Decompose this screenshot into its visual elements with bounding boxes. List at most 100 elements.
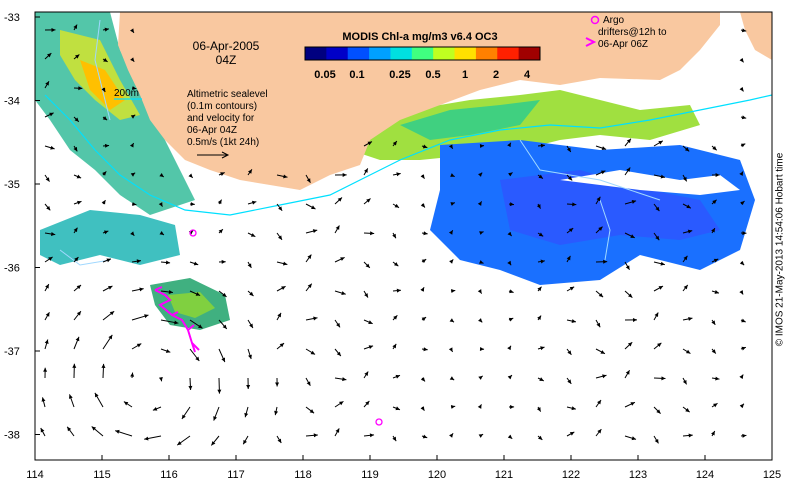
colorbar-segment [411, 47, 434, 60]
velocity-arrow [711, 319, 716, 326]
velocity-arrow [160, 348, 171, 353]
velocity-arrow [450, 202, 456, 206]
velocity-arrow [363, 141, 373, 147]
velocity-arrow [740, 346, 747, 351]
velocity-arrow [44, 145, 55, 150]
velocity-arrow [739, 260, 745, 266]
velocity-arrow [247, 200, 257, 205]
velocity-arrow [305, 348, 316, 355]
velocity-arrow [363, 231, 375, 236]
velocity-arrow [450, 404, 456, 409]
velocity-arrow [334, 290, 346, 295]
velocity-arrow [73, 336, 80, 350]
velocity-arrow [276, 203, 283, 212]
velocity-arrow [102, 258, 112, 263]
velocity-arrow [363, 290, 369, 298]
velocity-arrow [739, 87, 744, 92]
argo-float-marker [375, 418, 383, 426]
colorbar-segment [326, 47, 349, 60]
velocity-arrow [536, 203, 542, 209]
velocity-arrow [653, 285, 664, 292]
velocity-arrow [101, 199, 106, 205]
velocity-arrow [305, 174, 311, 184]
velocity-arrow [94, 392, 104, 408]
velocity-arrow [73, 54, 80, 60]
velocity-arrow [41, 397, 46, 408]
velocity-arrow [537, 174, 544, 179]
velocity-arrows [40, 24, 747, 446]
velocity-arrow [158, 377, 163, 382]
velocity-arrow [363, 319, 373, 325]
velocity-arrow [537, 315, 542, 321]
velocity-arrow [247, 319, 254, 329]
velocity-arrow [102, 310, 115, 321]
velocity-arrow [101, 87, 106, 93]
velocity-arrow [334, 319, 341, 328]
colorbar-tick-label: 2 [493, 69, 499, 81]
velocity-arrow [392, 314, 398, 321]
velocity-arrow [160, 290, 174, 294]
velocity-arrow [73, 116, 80, 123]
velocity-arrow [247, 290, 254, 297]
velocity-arrow [73, 174, 82, 179]
velocity-arrow [566, 174, 573, 181]
velocity-arrow [130, 57, 135, 63]
y-tick-label: -36 [4, 263, 20, 275]
velocity-arrow [392, 435, 397, 442]
argo-legend-line-3: 06-Apr 06Z [598, 39, 648, 50]
velocity-arrow [43, 367, 48, 379]
velocity-arrow [276, 174, 288, 179]
velocity-arrow [682, 406, 690, 413]
velocity-arrow [682, 255, 688, 263]
velocity-arrow [537, 259, 545, 264]
velocity-arrow [363, 400, 370, 408]
velocity-arrow [739, 403, 745, 409]
velocity-arrow [334, 348, 342, 357]
velocity-arrow [392, 172, 401, 177]
colorbar-segment [497, 47, 520, 60]
velocity-arrow [131, 343, 142, 350]
y-tick-label: -38 [4, 430, 20, 442]
velocity-arrow [740, 200, 745, 206]
velocity-arrow [392, 203, 400, 209]
velocity-arrow [123, 401, 133, 408]
velocity-arrow [566, 348, 572, 356]
velocity-arrow [218, 348, 226, 363]
velocity-arrow [421, 144, 428, 149]
velocity-arrow [653, 342, 662, 350]
velocity-arrow [73, 24, 78, 31]
velocity-arrow [102, 143, 110, 148]
colorbar [304, 46, 541, 61]
contour-label: 200m [114, 88, 139, 99]
velocity-arrow [450, 173, 455, 178]
velocity-arrow [276, 232, 283, 241]
velocity-arrow [624, 232, 635, 239]
velocity-arrow [159, 173, 165, 178]
velocity-arrow [101, 363, 106, 379]
velocity-arrow [682, 284, 689, 292]
velocity-arrow [711, 145, 717, 151]
velocity-arrow [653, 376, 666, 381]
argo-track-ticks [154, 286, 200, 351]
velocity-arrow [479, 260, 484, 264]
colorbar-tick-label: 4 [524, 69, 531, 81]
velocity-arrow [739, 57, 744, 63]
y-tick-label: -37 [4, 346, 20, 358]
velocity-arrow [363, 261, 371, 269]
velocity-arrow [421, 434, 428, 439]
velocity-arrow [102, 58, 108, 63]
velocity-arrow [247, 169, 253, 176]
velocity-arrow [115, 429, 133, 437]
velocity-arrow [624, 261, 630, 271]
velocity-arrow [189, 348, 200, 362]
velocity-arrow [334, 197, 343, 205]
velocity-arrow [711, 290, 720, 294]
velocity-arrow [624, 167, 631, 176]
velocity-arrow [740, 143, 746, 148]
argo-legend-arrow [585, 37, 597, 47]
velocity-arrow [595, 399, 602, 408]
velocity-arrow [189, 261, 199, 266]
velocity-arrow [739, 290, 744, 295]
velocity-arrow [44, 283, 50, 292]
